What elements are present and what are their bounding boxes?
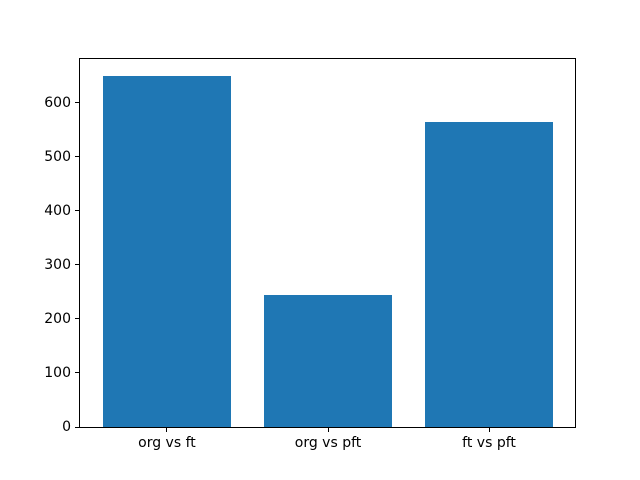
x-tick-label: org vs pft xyxy=(294,435,362,451)
x-tick-label: ft vs pft xyxy=(462,435,516,451)
y-tick-label: 600 xyxy=(44,94,71,111)
bar-org-vs-pft xyxy=(263,294,393,427)
x-tick-mark xyxy=(488,428,490,432)
y-tick-mark xyxy=(75,318,79,320)
y-tick-label: 100 xyxy=(44,364,71,381)
x-tick-label: org vs ft xyxy=(138,435,196,451)
y-tick-mark xyxy=(75,102,79,104)
y-tick-label: 500 xyxy=(44,148,71,165)
x-tick-mark xyxy=(327,428,329,432)
y-tick-label: 300 xyxy=(44,256,71,273)
y-tick-mark xyxy=(75,156,79,158)
y-tick-mark xyxy=(75,264,79,266)
bar-org-vs-ft xyxy=(102,75,232,427)
y-tick-mark xyxy=(75,426,79,428)
y-tick-label: 200 xyxy=(44,310,71,327)
y-tick-label: 0 xyxy=(62,419,71,435)
y-tick-mark xyxy=(75,210,79,212)
y-tick-label: 400 xyxy=(44,202,71,219)
x-tick-mark xyxy=(166,428,168,432)
y-tick-mark xyxy=(75,372,79,374)
bar-ft-vs-pft xyxy=(424,121,554,427)
